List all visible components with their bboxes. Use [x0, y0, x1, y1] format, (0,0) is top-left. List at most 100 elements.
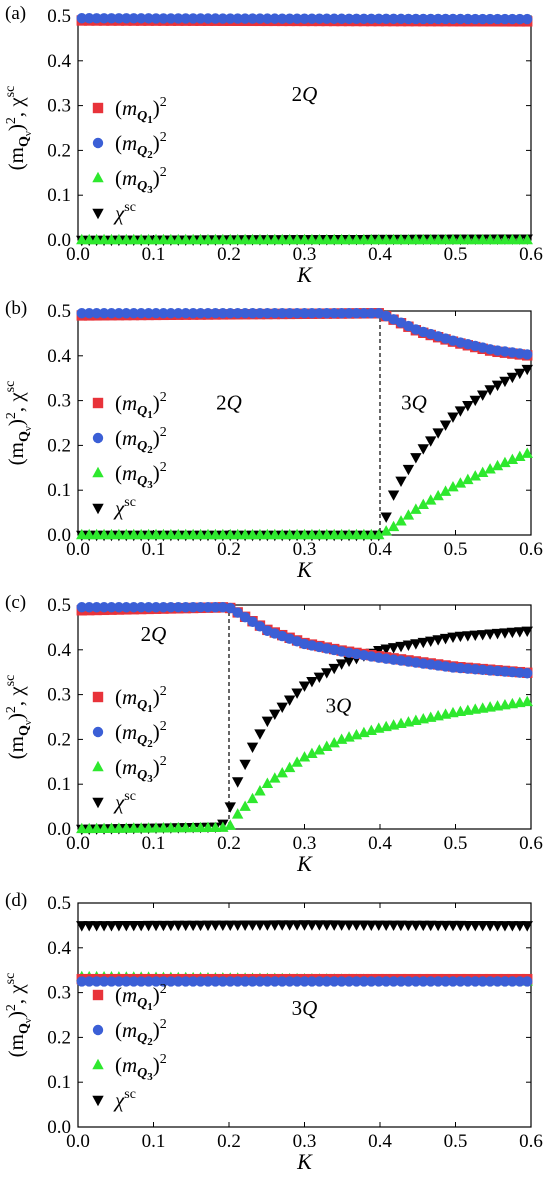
data-point — [455, 13, 466, 25]
data-point — [83, 528, 95, 540]
data-point — [366, 308, 377, 319]
y-axis-label: (mQν)2, χsc — [3, 381, 34, 466]
data-point — [380, 976, 392, 987]
data-point — [432, 976, 444, 987]
data-point — [440, 13, 451, 25]
data-point — [105, 921, 118, 932]
data-point — [225, 602, 236, 614]
data-point — [254, 528, 266, 540]
data-point — [321, 740, 333, 751]
data-point — [410, 233, 422, 245]
data-point — [180, 308, 191, 319]
data-point — [477, 976, 488, 987]
data-point — [432, 635, 444, 646]
data-point — [380, 512, 392, 523]
data-point — [239, 233, 251, 245]
data-point — [499, 376, 511, 388]
y-axis-label: (mQν)2, χsc — [3, 675, 34, 760]
data-point — [491, 380, 504, 392]
data-point — [328, 528, 340, 540]
data-point — [90, 233, 103, 245]
legend-marker — [92, 760, 104, 772]
data-point — [462, 920, 474, 932]
data-point — [432, 920, 444, 932]
data-point — [454, 631, 467, 643]
data-point — [439, 420, 452, 431]
data-point — [492, 976, 503, 987]
y-axis-label: (mQν)2, χsc — [3, 973, 34, 1058]
data-point — [366, 976, 377, 987]
data-point — [150, 976, 162, 987]
data-point — [142, 528, 155, 540]
data-point — [135, 976, 147, 987]
data-point — [321, 13, 332, 24]
data-point — [128, 233, 140, 245]
data-point — [195, 13, 206, 24]
data-point — [351, 976, 362, 987]
data-point — [172, 821, 184, 833]
data-point — [173, 976, 184, 987]
data-point — [395, 920, 407, 932]
y-tick-label: 0.1 — [47, 1072, 71, 1093]
data-point — [470, 13, 481, 25]
data-point — [231, 233, 244, 245]
data-point — [476, 921, 489, 932]
legend-label: (mQ2)2 — [115, 719, 167, 750]
data-point — [76, 921, 88, 932]
data-point — [121, 976, 132, 987]
data-point — [328, 663, 340, 675]
data-point — [432, 428, 444, 439]
data-point — [150, 822, 162, 833]
data-point — [306, 976, 318, 987]
data-point — [98, 528, 110, 540]
data-point — [328, 308, 340, 319]
panel-c: (c) 0.0 0.1 0.2 0.3 0.4 0.5 0.6 0.0 0.1 0.2 0.3 0.4 0… — [3, 592, 543, 876]
panel-label: (b) — [5, 298, 27, 319]
data-point — [98, 976, 110, 987]
legend-marker — [92, 208, 104, 220]
data-point — [246, 528, 259, 540]
data-point — [83, 976, 95, 987]
data-point — [217, 13, 229, 24]
data-point — [395, 976, 407, 987]
data-point — [76, 308, 87, 319]
legend-marker — [92, 797, 104, 809]
data-point — [484, 13, 496, 25]
data-point — [254, 920, 266, 931]
data-point — [246, 233, 259, 245]
data-point — [135, 920, 147, 932]
data-point — [454, 406, 467, 417]
data-point — [284, 13, 295, 24]
data-point — [187, 920, 199, 932]
data-point — [417, 920, 429, 932]
x-tick-label: 0.2 — [217, 833, 241, 854]
x-tick-label: 0.4 — [368, 244, 392, 265]
data-point — [91, 13, 102, 24]
x-axis-label: K — [296, 557, 313, 582]
data-point — [143, 602, 154, 613]
data-point — [143, 976, 154, 987]
data-point — [387, 920, 400, 932]
legend-marker — [92, 1095, 104, 1107]
data-point — [173, 602, 184, 613]
data-point — [120, 528, 133, 540]
data-point — [277, 976, 288, 987]
data-point — [469, 920, 481, 932]
data-point — [202, 602, 214, 613]
x-tick-label: 0.6 — [519, 244, 543, 265]
data-point — [113, 233, 125, 245]
data-point — [231, 777, 244, 788]
data-point — [135, 13, 147, 24]
y-tick-label: 0.2 — [47, 435, 71, 456]
data-point — [291, 13, 303, 24]
y-tick-label: 0.3 — [47, 96, 71, 117]
data-point — [261, 920, 274, 931]
data-point — [150, 920, 162, 932]
data-point — [261, 716, 274, 728]
series-4 — [76, 920, 533, 932]
data-point — [447, 13, 459, 25]
data-point — [173, 13, 184, 24]
data-point — [195, 602, 206, 613]
legend-label: (mQ1)2 — [115, 982, 167, 1013]
data-point — [210, 13, 221, 24]
